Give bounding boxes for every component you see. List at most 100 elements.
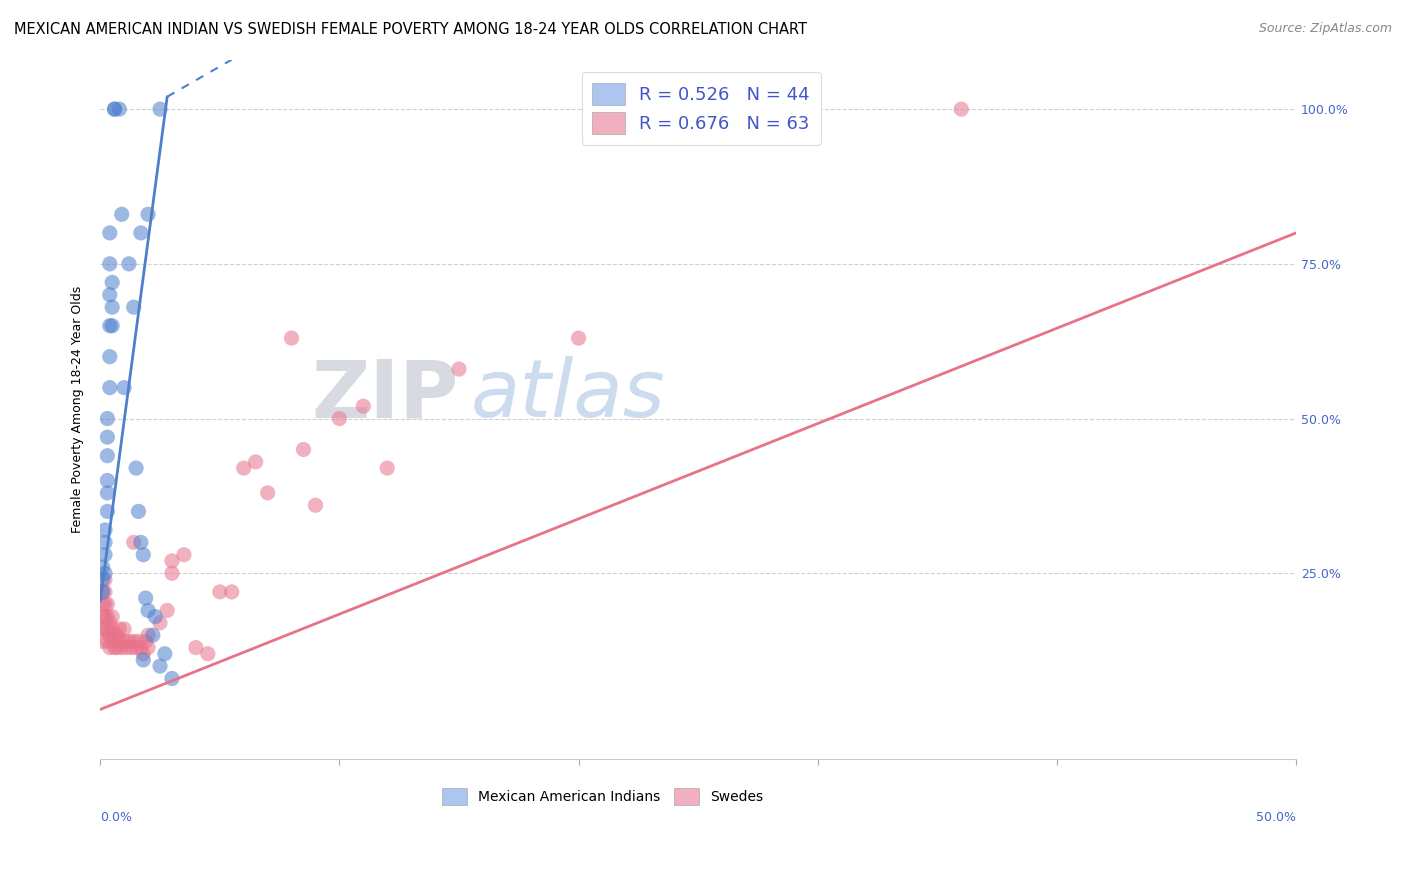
- Y-axis label: Female Poverty Among 18-24 Year Olds: Female Poverty Among 18-24 Year Olds: [72, 285, 84, 533]
- Point: [103, 628, 125, 642]
- Point: [153, 647, 176, 661]
- Point: [98, 257, 121, 271]
- Point: [135, 634, 157, 648]
- Point: [91, 560, 114, 574]
- Point: [129, 640, 152, 655]
- Point: [127, 504, 149, 518]
- Point: [94, 622, 117, 636]
- Point: [328, 411, 350, 425]
- Point: [149, 102, 172, 116]
- Point: [142, 628, 165, 642]
- Point: [111, 207, 134, 221]
- Point: [98, 628, 121, 642]
- Point: [304, 498, 326, 512]
- Text: atlas: atlas: [471, 356, 665, 434]
- Point: [96, 609, 118, 624]
- Point: [96, 634, 118, 648]
- Point: [94, 573, 117, 587]
- Point: [127, 634, 149, 648]
- Text: ZIP: ZIP: [312, 356, 458, 434]
- Point: [136, 207, 159, 221]
- Point: [98, 640, 121, 655]
- Point: [184, 640, 207, 655]
- Point: [98, 381, 121, 395]
- Point: [122, 300, 145, 314]
- Point: [112, 381, 135, 395]
- Point: [101, 622, 124, 636]
- Point: [94, 523, 117, 537]
- Point: [94, 548, 117, 562]
- Point: [94, 566, 117, 581]
- Point: [950, 102, 973, 116]
- Text: MEXICAN AMERICAN INDIAN VS SWEDISH FEMALE POVERTY AMONG 18-24 YEAR OLDS CORRELAT: MEXICAN AMERICAN INDIAN VS SWEDISH FEMAL…: [14, 22, 807, 37]
- Point: [94, 609, 117, 624]
- Point: [245, 455, 267, 469]
- Point: [96, 430, 118, 444]
- Point: [280, 331, 302, 345]
- Point: [197, 647, 219, 661]
- Text: Source: ZipAtlas.com: Source: ZipAtlas.com: [1258, 22, 1392, 36]
- Point: [129, 535, 152, 549]
- Point: [98, 287, 121, 301]
- Point: [91, 634, 114, 648]
- Point: [173, 548, 195, 562]
- Point: [101, 276, 124, 290]
- Point: [98, 318, 121, 333]
- Point: [160, 566, 183, 581]
- Point: [149, 659, 172, 673]
- Point: [783, 102, 806, 116]
- Point: [96, 622, 118, 636]
- Point: [112, 634, 135, 648]
- Point: [160, 672, 183, 686]
- Point: [120, 640, 142, 655]
- Point: [98, 615, 121, 630]
- Point: [160, 554, 183, 568]
- Point: [96, 597, 118, 611]
- Point: [129, 226, 152, 240]
- Point: [103, 102, 125, 116]
- Point: [136, 603, 159, 617]
- Point: [101, 300, 124, 314]
- Point: [91, 573, 114, 587]
- Point: [221, 585, 243, 599]
- Point: [108, 634, 131, 648]
- Point: [91, 622, 114, 636]
- Point: [232, 461, 254, 475]
- Point: [96, 411, 118, 425]
- Point: [118, 634, 141, 648]
- Point: [91, 597, 114, 611]
- Point: [136, 640, 159, 655]
- Point: [132, 647, 155, 661]
- Point: [101, 318, 124, 333]
- Point: [96, 474, 118, 488]
- Point: [115, 640, 138, 655]
- Point: [375, 461, 398, 475]
- Point: [101, 634, 124, 648]
- Point: [256, 486, 278, 500]
- Point: [136, 628, 159, 642]
- Point: [94, 585, 117, 599]
- Text: 0.0%: 0.0%: [100, 812, 132, 824]
- Point: [105, 628, 128, 642]
- Point: [94, 597, 117, 611]
- Point: [108, 622, 131, 636]
- Text: 50.0%: 50.0%: [1256, 812, 1296, 824]
- Point: [96, 504, 118, 518]
- Legend: Mexican American Indians, Swedes: Mexican American Indians, Swedes: [434, 780, 770, 812]
- Point: [447, 362, 470, 376]
- Point: [125, 640, 148, 655]
- Point: [208, 585, 231, 599]
- Point: [91, 609, 114, 624]
- Point: [135, 591, 157, 605]
- Point: [122, 535, 145, 549]
- Point: [149, 615, 172, 630]
- Point: [94, 535, 117, 549]
- Point: [91, 585, 114, 599]
- Point: [108, 102, 131, 116]
- Point: [91, 585, 114, 599]
- Point: [96, 449, 118, 463]
- Point: [103, 102, 125, 116]
- Point: [132, 653, 155, 667]
- Point: [96, 486, 118, 500]
- Point: [101, 609, 124, 624]
